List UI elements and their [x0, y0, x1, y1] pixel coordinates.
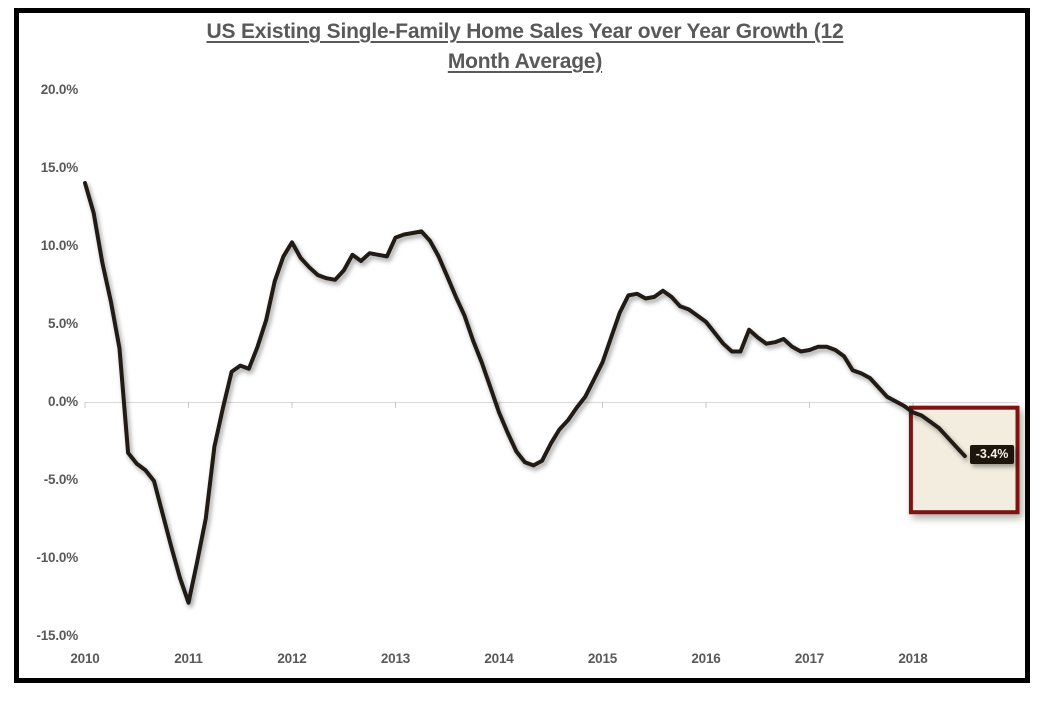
x-axis-label: 2012 [277, 651, 307, 666]
x-axis-ticks [84, 402, 914, 408]
y-axis-label: 15.0% [40, 160, 78, 175]
x-axis-label: 2013 [380, 651, 411, 666]
y-axis-label: -10.0% [36, 550, 78, 565]
x-axis-label: 2018 [898, 651, 928, 666]
chart-title-line1: US Existing Single-Family Home Sales Yea… [206, 20, 844, 43]
x-axis-label: 2011 [174, 651, 203, 666]
chart-title-line2: Month Average) [447, 50, 603, 73]
x-axis-label: 2015 [587, 651, 618, 666]
x-axis-label: 2016 [691, 651, 721, 666]
x-axis-label: 2010 [70, 651, 100, 666]
y-axis-label: 0.0% [48, 394, 78, 409]
highlight-box [908, 405, 1020, 515]
y-axis-label: -15.0% [36, 628, 78, 643]
chart-frame [14, 8, 1030, 683]
y-axis-label: -5.0% [43, 472, 78, 487]
y-axis-label: 10.0% [40, 238, 78, 253]
y-axis-label: 20.0% [40, 82, 78, 97]
y-axis-label: 5.0% [48, 316, 78, 331]
x-axis-label: 2017 [794, 651, 825, 666]
chart-title: US Existing Single-Family Home Sales Yea… [110, 17, 940, 77]
series-line [83, 181, 967, 605]
data-label: -3.4% [969, 445, 1015, 465]
x-axis-label: 2014 [484, 651, 514, 666]
